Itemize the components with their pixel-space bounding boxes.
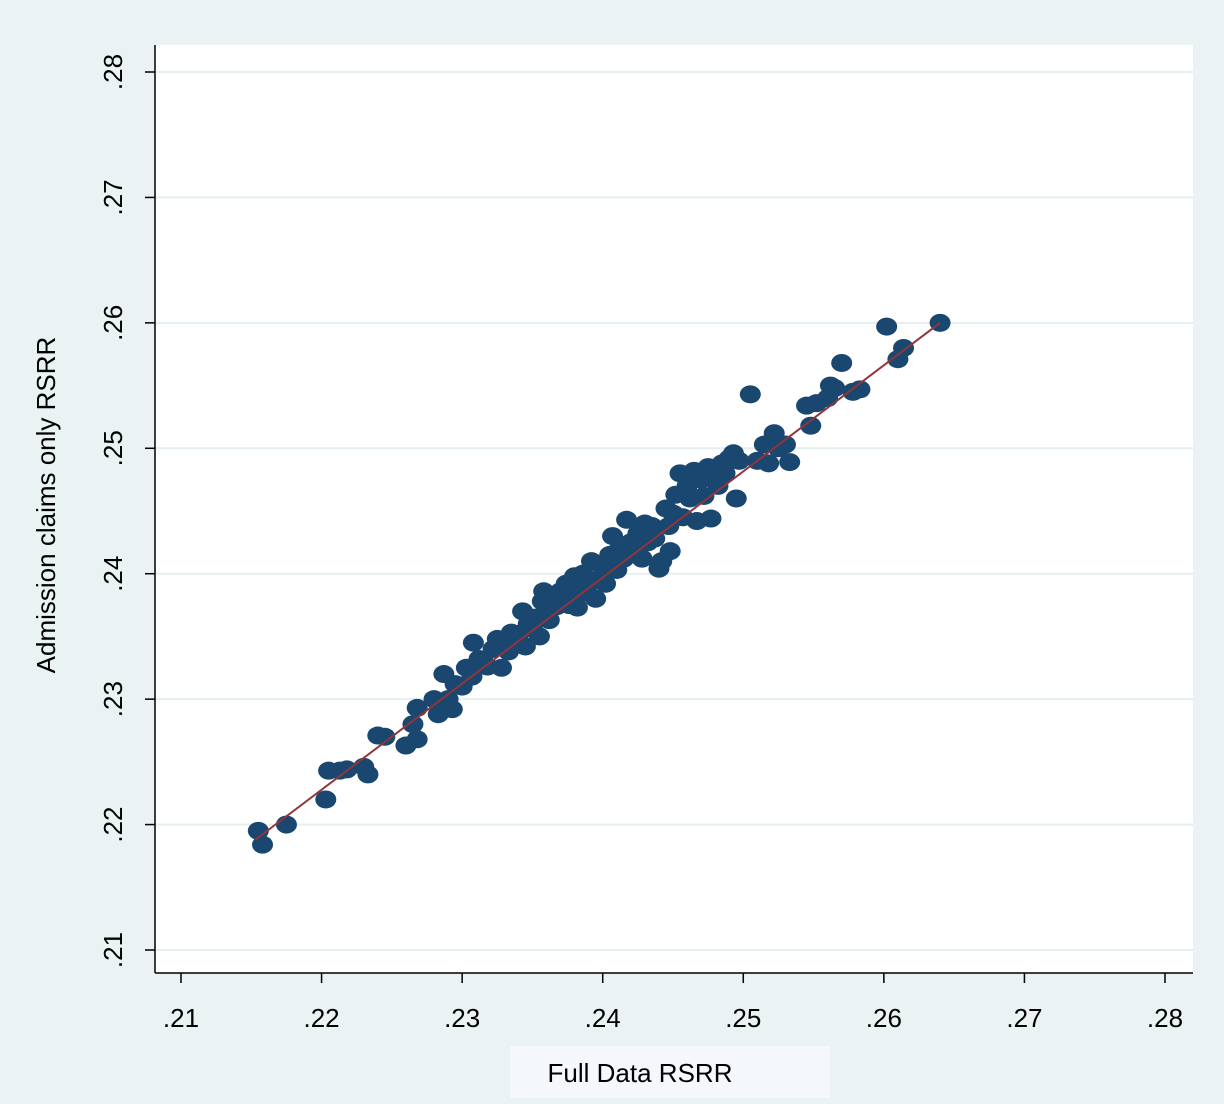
data-point xyxy=(357,765,379,784)
y-tick-label: .23 xyxy=(98,681,128,717)
data-point xyxy=(406,730,428,749)
x-tick-label: .27 xyxy=(1006,1003,1042,1033)
x-axis-title-box xyxy=(510,1046,830,1098)
y-tick-label: .22 xyxy=(98,806,128,842)
data-point xyxy=(876,317,898,336)
data-point xyxy=(315,790,337,809)
x-tick-label: .24 xyxy=(585,1003,621,1033)
y-tick-label: .27 xyxy=(98,179,128,215)
y-tick-label: .26 xyxy=(98,305,128,341)
data-point xyxy=(824,379,846,398)
data-point xyxy=(728,451,750,470)
data-point xyxy=(616,510,638,529)
y-tick-label: .28 xyxy=(98,54,128,90)
data-point xyxy=(528,627,550,646)
data-point xyxy=(514,637,536,656)
x-tick-label: .23 xyxy=(444,1003,480,1033)
data-point xyxy=(800,416,822,435)
gridlines xyxy=(156,71,1193,951)
y-tick-label: .21 xyxy=(98,932,128,968)
data-point xyxy=(779,453,801,472)
data-point xyxy=(252,835,274,854)
y-axis-title: Admission claims only RSRR xyxy=(31,337,61,674)
x-tick-label: .28 xyxy=(1147,1003,1183,1033)
x-tick-label: .25 xyxy=(725,1003,761,1033)
axes xyxy=(154,45,1193,974)
data-point xyxy=(491,658,513,677)
data-points xyxy=(247,313,951,854)
data-point xyxy=(538,611,560,630)
data-point xyxy=(774,435,796,454)
data-point xyxy=(739,385,761,404)
data-point xyxy=(831,353,853,372)
data-point xyxy=(247,821,269,840)
y-tick-label: .25 xyxy=(98,430,128,466)
y-ticks: .21 .22 .23 .24 .25 .26 .27 .28 xyxy=(98,54,155,968)
data-point xyxy=(374,727,396,746)
fit-line-group xyxy=(254,322,941,841)
data-point xyxy=(714,464,736,483)
data-point xyxy=(659,542,681,561)
fit-line xyxy=(254,322,941,841)
data-point xyxy=(758,454,780,473)
data-point xyxy=(693,486,715,505)
data-point xyxy=(402,715,424,734)
x-tick-label: .21 xyxy=(163,1003,199,1033)
data-point xyxy=(462,633,484,652)
x-axis-title: Full Data RSRR xyxy=(548,1058,733,1088)
data-point xyxy=(631,549,653,568)
data-point xyxy=(585,589,607,608)
data-point xyxy=(700,509,722,528)
x-ticks: .21 .22 .23 .24 .25 .26 .27 .28 xyxy=(163,973,1183,1033)
data-point xyxy=(725,489,747,508)
x-tick-label: .22 xyxy=(303,1003,339,1033)
data-point xyxy=(441,700,463,719)
x-tick-label: .26 xyxy=(866,1003,902,1033)
data-point xyxy=(849,380,871,399)
data-point xyxy=(893,338,915,357)
y-tick-label: .24 xyxy=(98,556,128,592)
data-point xyxy=(566,598,588,617)
data-point xyxy=(275,815,297,834)
